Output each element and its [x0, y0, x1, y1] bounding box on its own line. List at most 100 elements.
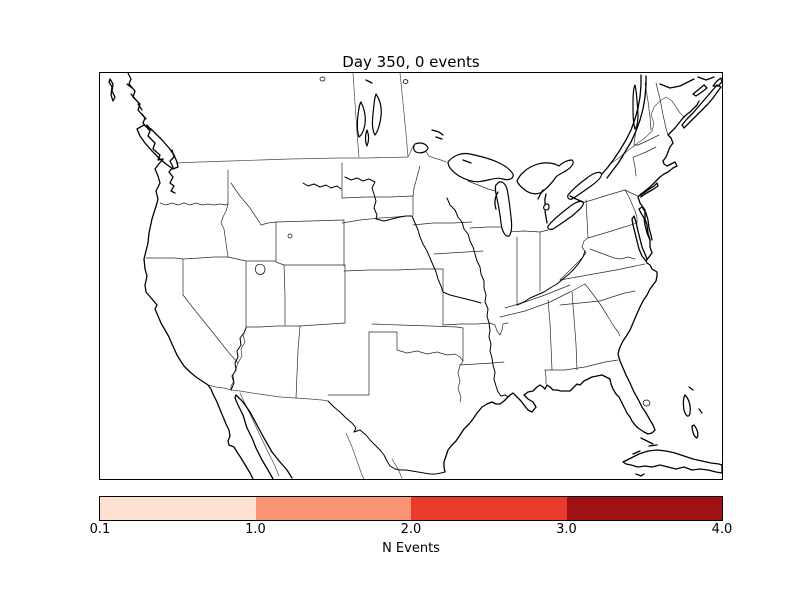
us-canada-border-icon: [175, 142, 447, 164]
ms-al-border: [547, 299, 553, 371]
35n-parallel-border: [499, 283, 586, 318]
or-id-border: [220, 203, 229, 258]
mo-ar-border: [442, 322, 509, 336]
colorbar-tick-label: 1.0: [245, 522, 266, 537]
canadian-lakes: [319, 76, 444, 154]
mason-dixon-border: [587, 222, 638, 239]
chesapeake-bay: [631, 215, 648, 262]
pa-delaware-river-border: [624, 189, 638, 224]
va-nc-border: [559, 263, 646, 281]
long-island: [640, 182, 659, 198]
missouri-river-dakotas: [344, 176, 413, 222]
missouri-river-ne-ia: [411, 215, 482, 304]
small-prairie-lake: [319, 76, 326, 82]
western-lakes: [254, 233, 293, 275]
prince-edward-island: [692, 84, 708, 97]
red-river-border: [396, 349, 464, 362]
mi-up-wi-border: [467, 180, 496, 192]
ma-ct-border: [633, 146, 657, 158]
ca-az-colorado-border: [230, 362, 239, 391]
us-mexico-border: [207, 384, 329, 402]
mi-oh-in-border: [506, 229, 549, 233]
md-potomac-border: [589, 248, 636, 260]
lake-winnipegosis: [356, 101, 366, 138]
wa-or-border: [159, 202, 229, 206]
colorbar-segment: [566, 497, 722, 520]
lake-of-the-woods: [413, 142, 429, 154]
mt-wy-45n-border: [260, 221, 277, 226]
ky-va-border: [559, 237, 589, 281]
ga-sc-border: [584, 283, 621, 337]
mississippi-river: [446, 197, 514, 398]
lake-ontario: [567, 171, 603, 200]
ok-ar-border: [459, 327, 464, 366]
colorbar-segment: [411, 497, 567, 520]
ok-panhandle-borders: [368, 331, 398, 351]
cuba-keys: [632, 444, 658, 477]
lake-champlain: [632, 84, 639, 130]
ia-mo-border: [433, 250, 484, 255]
mexico-states-borders: [239, 392, 403, 479]
wi-il-border: [469, 226, 508, 229]
figure-title: Day 350, 0 events: [342, 53, 480, 71]
ma-north-border: [637, 134, 660, 146]
small-ontario-lakes: [365, 79, 444, 140]
ohio-river: [516, 250, 586, 306]
puget-sound: [168, 149, 176, 194]
international-borders: [175, 73, 685, 479]
42n-parallel-border: [145, 256, 277, 262]
great-lakes: [447, 84, 639, 237]
us-map: [108, 73, 722, 479]
al-ga-border: [571, 291, 578, 371]
colorbar-axis-label: N Events: [382, 541, 440, 556]
rivers: [230, 176, 586, 475]
niagara-river: [569, 195, 584, 203]
great-salt-lake: [254, 263, 266, 275]
ut-co-border: [283, 264, 286, 326]
ga-fl-border: [544, 359, 619, 371]
37n-parallel-border: [245, 322, 346, 328]
gaspe-coast: [659, 76, 715, 89]
lake-winnipeg: [371, 93, 382, 136]
lake-erie: [547, 200, 584, 230]
lake-michigan: [494, 181, 513, 237]
green-bay: [494, 191, 499, 210]
ca-nv-border: [182, 258, 239, 364]
colorbar-segment: [100, 497, 256, 520]
small-lake-blob: [402, 79, 409, 84]
colorbar-tick-label: 4.0: [711, 522, 733, 537]
gulf-of-california-coast: [234, 394, 293, 479]
nd-mn-red-river-border: [412, 165, 421, 197]
delaware-bay-delmarva: [638, 206, 653, 241]
pacific-coast: [143, 158, 254, 479]
ne-ks-border: [343, 268, 444, 272]
st-lawrence-north-shore: [606, 75, 647, 179]
nd-sd-border: [341, 195, 414, 199]
nc-sc-border: [559, 290, 636, 306]
ar-la-border: [459, 361, 505, 366]
vancouver-island: [136, 124, 179, 170]
nh-me-border: [655, 82, 669, 136]
colorbar-tick-labels: 0.1 1.0 2.0 3.0 4.0: [90, 522, 733, 538]
wy-borders: [275, 219, 345, 267]
colorbar: [99, 496, 723, 521]
bc-mainland-coast: [127, 73, 164, 161]
us-canada-border-east: [608, 96, 685, 166]
vt-nh-border: [644, 82, 652, 131]
bc-islands: [108, 78, 152, 131]
state-borders: [145, 82, 669, 403]
bahamas: [682, 386, 703, 439]
colorado-river: [230, 327, 247, 391]
co-borders: [283, 264, 346, 324]
lake-huron: [516, 159, 574, 195]
saginaw-bay: [537, 189, 544, 200]
nm-az-border: [295, 325, 301, 399]
ct-ny-border: [632, 156, 637, 177]
coastlines: [108, 73, 722, 479]
lake-superior: [447, 152, 514, 183]
lake-okeechobee: [642, 399, 651, 407]
fl-al-border: [544, 369, 547, 385]
florida-keys: [640, 437, 654, 445]
oh-pa-border: [585, 199, 589, 239]
